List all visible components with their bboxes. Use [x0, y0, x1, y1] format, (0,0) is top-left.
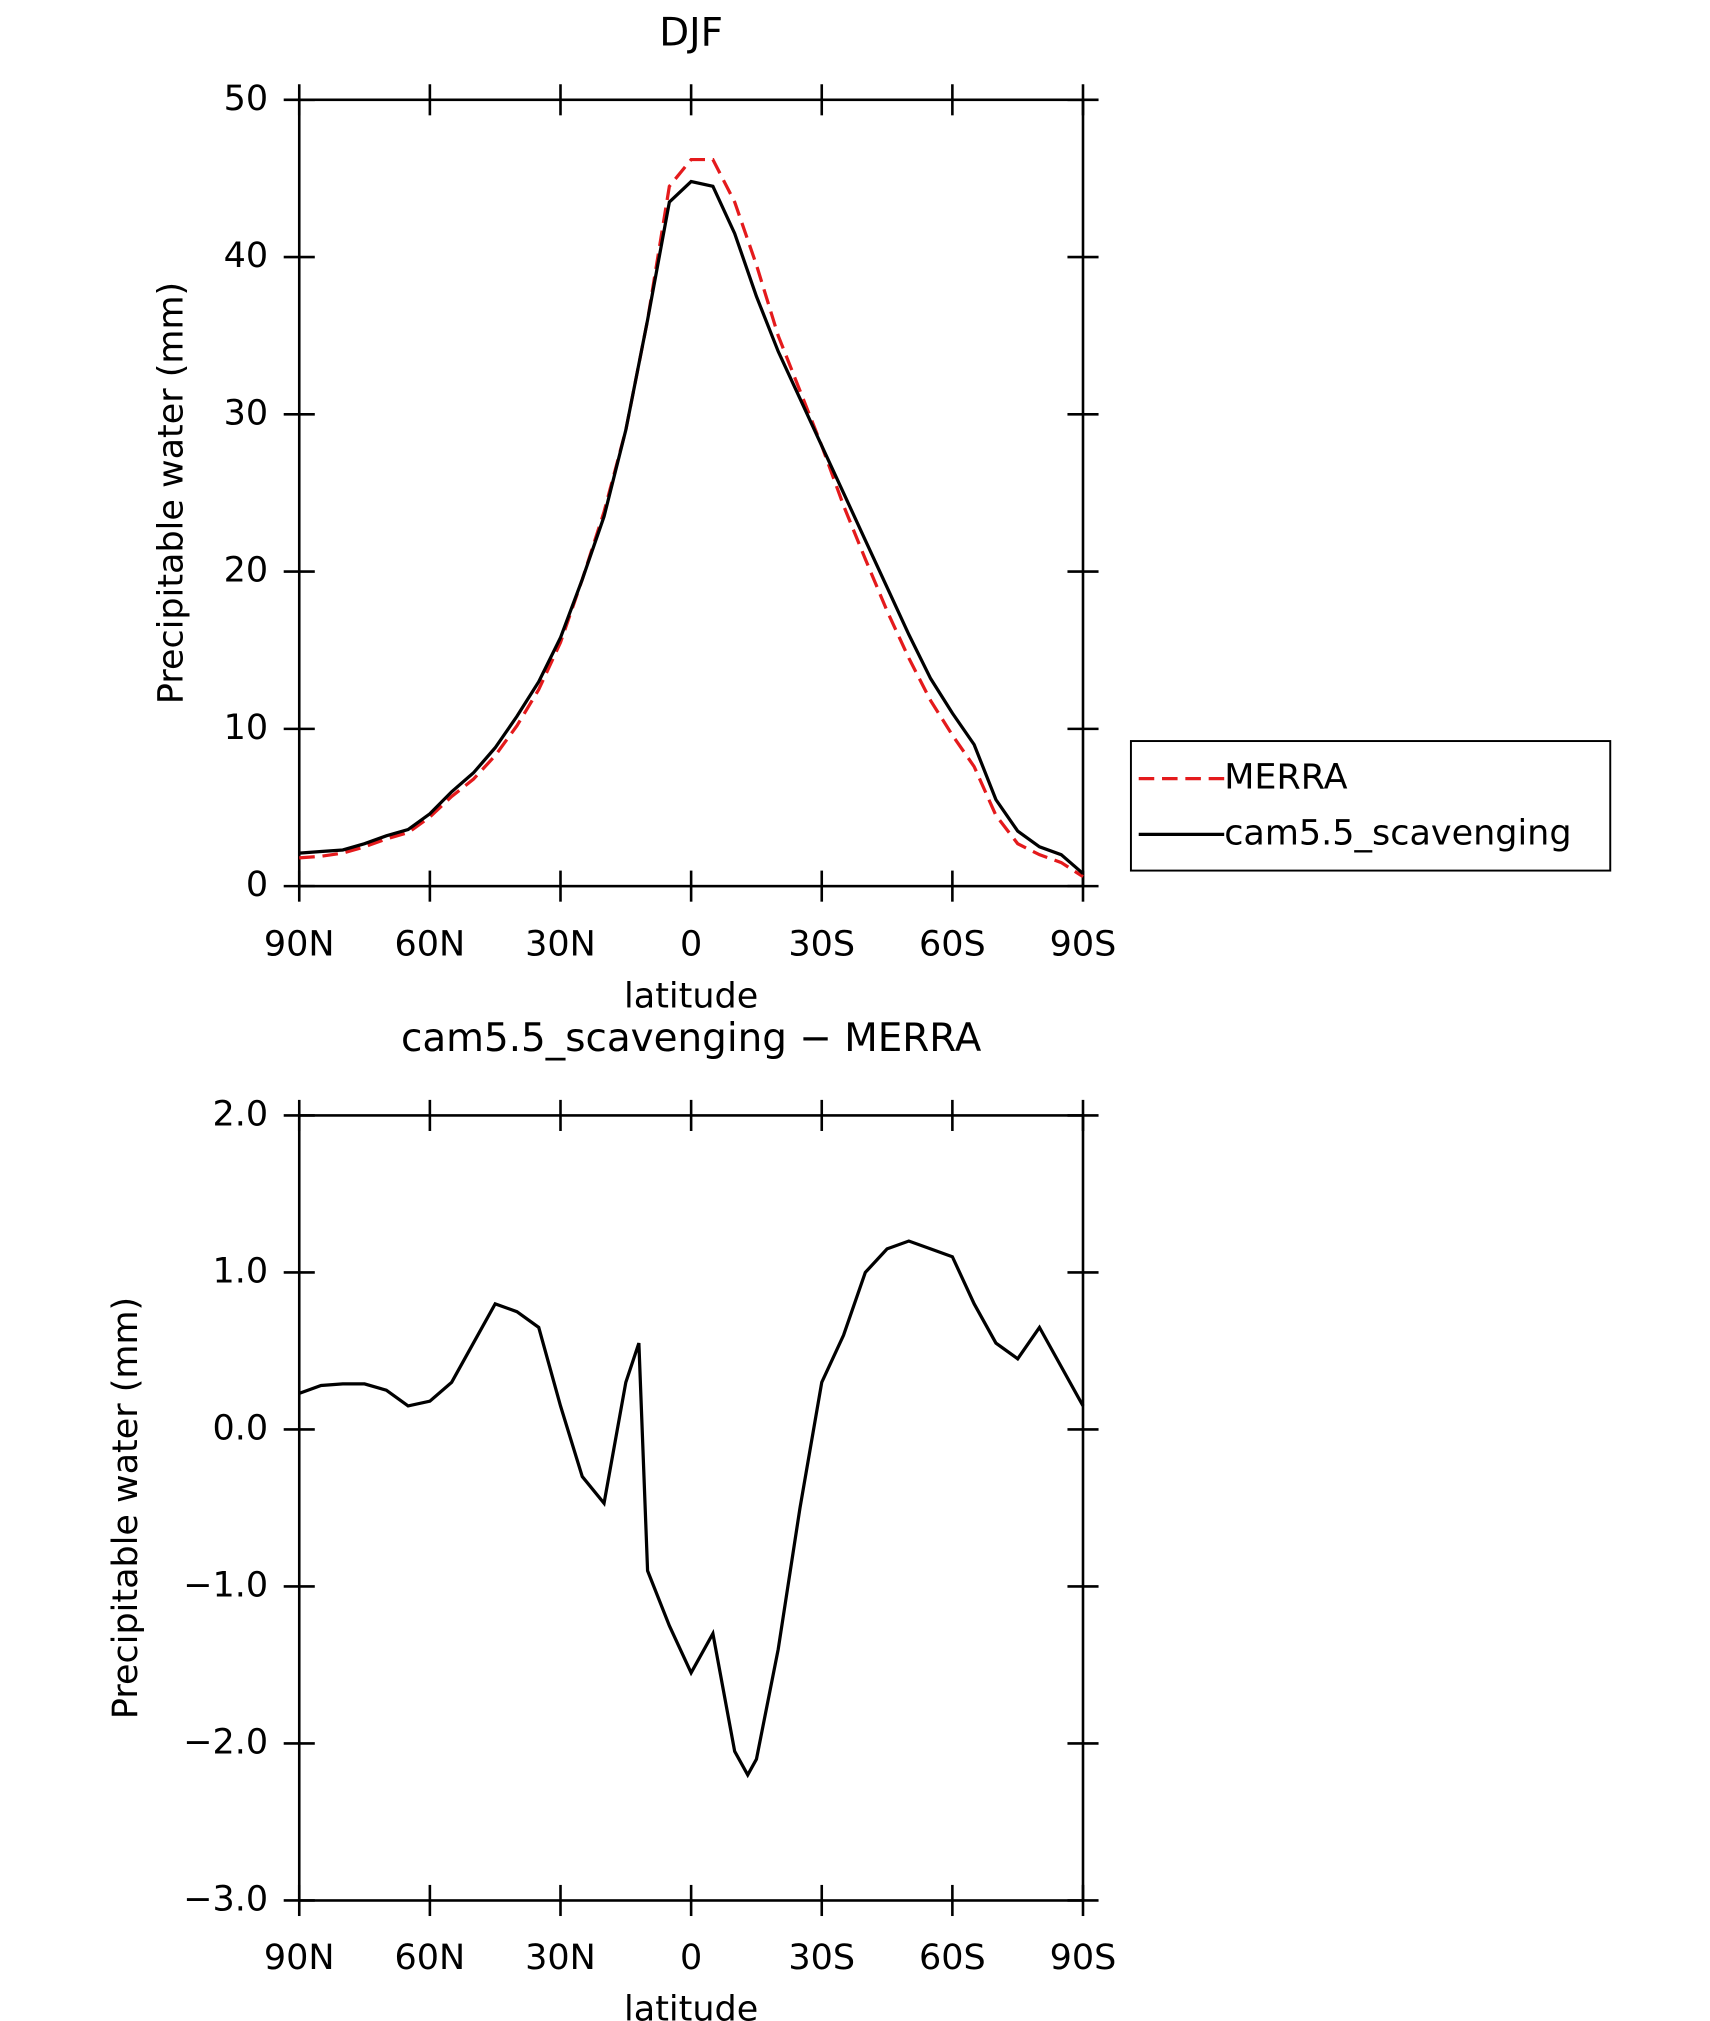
x-tick-label: 90N	[264, 925, 335, 965]
y-tick-label: 40	[224, 236, 269, 276]
plot-frame	[297, 98, 1085, 888]
x-axis-label: latitude	[624, 1990, 758, 2021]
data-line	[298, 1239, 1085, 1779]
x-tick-label: 60N	[395, 925, 466, 965]
data-line	[299, 157, 1084, 879]
x-tick-label: 0	[680, 925, 702, 965]
x-tick-label: 90S	[1050, 1938, 1117, 1978]
y-tick-label: 50	[224, 79, 269, 119]
x-tick-label: 60S	[919, 1938, 986, 1978]
y-tick-label: −3.0	[183, 1879, 268, 1919]
x-tick-label: 90N	[264, 1938, 335, 1978]
y-tick-label: 1.0	[213, 1251, 269, 1291]
y-tick-label: 0	[246, 865, 268, 905]
plot-frame	[297, 1114, 1085, 1902]
legend-label: cam5.5_scavenging	[1224, 813, 1571, 853]
y-tick-label: −1.0	[183, 1565, 268, 1605]
data-line	[299, 179, 1085, 875]
y-axis-label: Precipitable water (mm)	[106, 1297, 146, 1719]
x-tick-label: 0	[680, 1938, 702, 1978]
y-tick-label: −2.0	[183, 1722, 268, 1762]
y-tick-label: 2.0	[213, 1094, 269, 1134]
x-tick-label: 30S	[788, 1938, 855, 1978]
x-tick-label: 60S	[919, 925, 986, 965]
x-tick-label: 30N	[525, 1938, 596, 1978]
y-tick-label: 30	[224, 393, 269, 433]
y-tick-label: 20	[224, 551, 269, 591]
chart-title: DJF	[659, 11, 723, 56]
y-axis-label: Precipitable water (mm)	[151, 282, 191, 704]
y-tick-label: 10	[224, 708, 269, 748]
x-tick-label: 30N	[525, 925, 596, 965]
legend-box	[1129, 740, 1612, 872]
x-tick-label: 30S	[788, 925, 855, 965]
chart-title: cam5.5_scavenging − MERRA	[401, 1016, 982, 1061]
x-axis-label: latitude	[624, 977, 758, 1017]
y-tick-label: 0.0	[213, 1408, 269, 1448]
x-tick-label: 60N	[395, 1938, 466, 1978]
x-tick-label: 90S	[1050, 925, 1117, 965]
legend-label: MERRA	[1224, 758, 1347, 798]
